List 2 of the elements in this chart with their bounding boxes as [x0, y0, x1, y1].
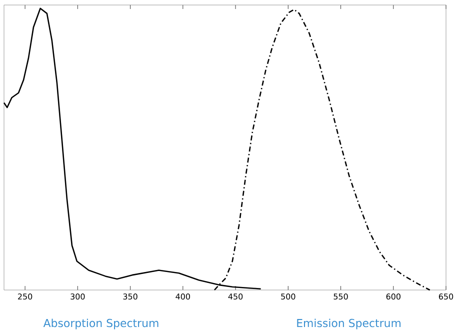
- text: Emission Spectrum: [297, 318, 400, 330]
- text: Absorption Spectrum: [43, 318, 158, 330]
